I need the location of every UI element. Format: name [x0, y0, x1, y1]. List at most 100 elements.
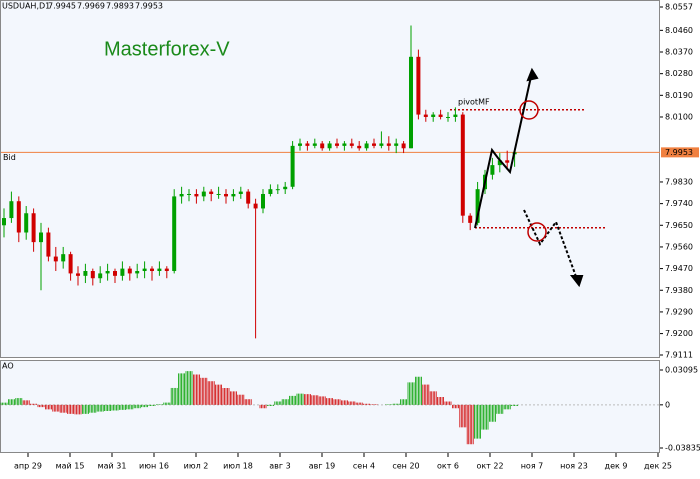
candle-body [201, 191, 206, 197]
candle-body [2, 218, 6, 226]
candle-body [142, 268, 147, 272]
y-tick-label: 7.9290 [665, 307, 693, 316]
candle-body [46, 232, 51, 257]
candle-body [24, 213, 29, 233]
candle-body [460, 114, 465, 216]
candle-body [261, 193, 265, 209]
candle-body [401, 143, 406, 149]
y-tick-label: 8.0190 [665, 91, 693, 100]
candle-body [61, 254, 66, 262]
y-tick-label: 7.9560 [665, 242, 693, 251]
y-tick-label: 7.9200 [665, 329, 693, 338]
x-tick-label: ноя 7 [521, 462, 544, 471]
candle-body [505, 160, 510, 163]
candle-body [76, 273, 80, 276]
candle-body [468, 215, 473, 223]
candle-body [364, 143, 369, 149]
candle-body [150, 268, 154, 272]
candle-body [98, 273, 103, 279]
x-tick-label: сен 4 [353, 462, 375, 471]
pivot-label: pivotMF [458, 97, 490, 106]
candle-body [475, 189, 480, 223]
x-tick-label: сен 20 [392, 462, 419, 471]
candle-body [446, 116, 450, 118]
annotation-arrows [474, 67, 584, 288]
y-tick-label: 8.0100 [665, 112, 693, 121]
ao-tick-label: 0 [665, 400, 670, 409]
price-panel [0, 0, 660, 358]
bid-box [661, 147, 699, 158]
ao-panel [0, 360, 660, 453]
candle-body [386, 143, 391, 146]
candle-body [275, 189, 280, 191]
candle-body [335, 143, 339, 146]
candle-body [16, 201, 21, 233]
candle-body [246, 191, 251, 204]
x-tick-label: июн 16 [139, 462, 169, 471]
candle-body [409, 56, 413, 149]
candle-body [298, 143, 302, 146]
candle-body [268, 189, 273, 194]
y-tick-label: 7.9470 [665, 264, 693, 273]
open-value: 7.9945 [48, 2, 76, 11]
candle-body [194, 193, 199, 197]
ao-label: AO [2, 362, 14, 371]
high-value: 7.9969 [77, 2, 105, 11]
bid-value: 7.9953 [665, 148, 693, 157]
x-tick-label: окт 22 [476, 462, 503, 471]
candle-body [431, 114, 436, 117]
candle-body [290, 145, 295, 187]
candle-body [127, 268, 132, 274]
x-tick-label: июл 2 [184, 462, 209, 471]
candle-body [53, 256, 58, 262]
x-tick-label: авг 19 [309, 462, 336, 471]
candle-body [372, 143, 376, 146]
y-tick-label: 8.0280 [665, 69, 693, 78]
candle-body [135, 271, 140, 274]
candle-body [105, 271, 110, 274]
candle-body [238, 191, 243, 194]
candle-body [83, 271, 88, 276]
close-value: 7.9953 [135, 2, 163, 11]
circle-marker [527, 222, 547, 242]
candle-body [423, 114, 428, 117]
candle-body [113, 271, 117, 276]
x-tick-label: июл 18 [223, 462, 253, 471]
low-value: 7.9893 [106, 2, 134, 11]
candle-body [209, 191, 214, 194]
down-path [523, 209, 579, 283]
up-path [474, 71, 533, 229]
candle-body [416, 56, 421, 115]
candle-body [305, 143, 310, 146]
candle-body [90, 271, 95, 279]
candle-body [320, 143, 325, 149]
candle-body [31, 213, 36, 243]
candle-body [438, 114, 443, 117]
candle-body [342, 143, 347, 146]
chart-title: Masterforex-V [104, 38, 230, 60]
x-tick-label: ноя 23 [560, 462, 588, 471]
bid-label: Bid [3, 153, 16, 162]
candle-body [9, 201, 14, 219]
candle-body [283, 186, 288, 190]
y-tick-label: 7.9740 [665, 199, 693, 208]
candle-body [164, 268, 169, 272]
x-tick-label: окт 6 [437, 462, 459, 471]
candle-body [187, 193, 191, 195]
x-tick-label: авг 3 [269, 462, 290, 471]
candle-body [68, 254, 73, 274]
candle-body [357, 145, 362, 149]
ao-tick-label: -0.03835 [665, 444, 700, 453]
candle-body [39, 232, 43, 243]
x-tick-label: апр 29 [14, 462, 42, 471]
candle-body [490, 165, 495, 175]
arrow-head [526, 67, 539, 82]
candle-body [172, 196, 177, 272]
y-tick-label: 8.0557 [665, 3, 693, 12]
candle-body [157, 268, 162, 272]
arrow-head [569, 275, 584, 288]
x-tick-label: май 15 [56, 462, 85, 471]
candle-body [231, 193, 236, 197]
candle-body [216, 193, 221, 195]
candle-body [224, 193, 228, 197]
